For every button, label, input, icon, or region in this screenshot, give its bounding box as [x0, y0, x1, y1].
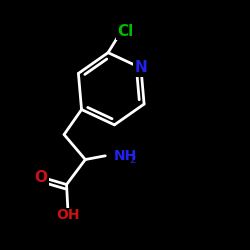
Text: NH: NH: [114, 149, 137, 163]
Text: Cl: Cl: [118, 24, 134, 39]
Text: N: N: [134, 60, 147, 76]
Text: OH: OH: [56, 208, 80, 222]
Text: 2: 2: [130, 155, 136, 165]
Text: O: O: [34, 170, 47, 184]
